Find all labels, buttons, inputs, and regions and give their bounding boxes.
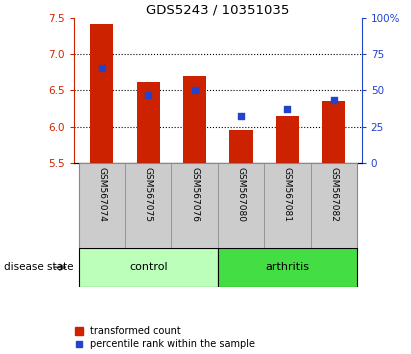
Text: control: control xyxy=(129,262,168,272)
Text: arthritis: arthritis xyxy=(266,262,309,272)
Text: GSM567080: GSM567080 xyxy=(237,167,245,222)
Bar xyxy=(79,163,125,248)
Bar xyxy=(311,163,357,248)
Bar xyxy=(125,163,171,248)
Point xyxy=(192,87,198,93)
Bar xyxy=(79,248,218,287)
Point xyxy=(99,65,105,71)
Text: disease state: disease state xyxy=(4,262,74,272)
Legend: transformed count, percentile rank within the sample: transformed count, percentile rank withi… xyxy=(75,326,255,349)
Title: GDS5243 / 10351035: GDS5243 / 10351035 xyxy=(146,4,289,17)
Text: GSM567076: GSM567076 xyxy=(190,167,199,222)
Bar xyxy=(90,24,113,163)
Point xyxy=(284,106,291,112)
Bar xyxy=(322,101,345,163)
Point xyxy=(145,92,152,97)
Point xyxy=(238,114,244,119)
Point xyxy=(330,98,337,103)
Text: GSM567082: GSM567082 xyxy=(329,167,338,222)
Bar xyxy=(276,116,299,163)
Bar xyxy=(229,130,253,163)
Text: GSM567074: GSM567074 xyxy=(97,167,106,222)
Bar xyxy=(183,76,206,163)
Bar xyxy=(171,163,218,248)
Text: GSM567075: GSM567075 xyxy=(144,167,153,222)
Text: GSM567081: GSM567081 xyxy=(283,167,292,222)
Bar xyxy=(218,248,357,287)
Bar xyxy=(136,82,160,163)
Bar xyxy=(218,163,264,248)
Bar xyxy=(264,163,311,248)
